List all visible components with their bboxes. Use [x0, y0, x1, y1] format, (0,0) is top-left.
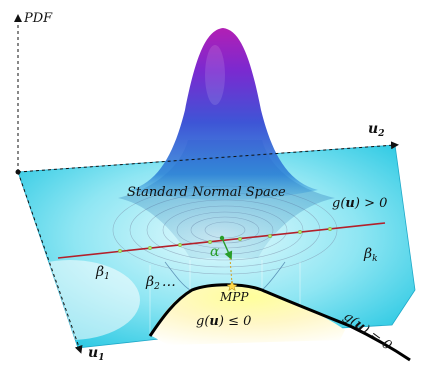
alpha-origin — [219, 235, 225, 241]
alpha-vector — [221, 237, 233, 260]
mpp-star — [226, 280, 238, 292]
beta-2-label: β2… — [145, 274, 176, 292]
origin-point — [15, 169, 21, 175]
u2-axis-label: u2 — [368, 121, 384, 139]
plane-glare — [18, 260, 140, 340]
failure-region — [150, 284, 345, 345]
beta-k-label: βk — [363, 246, 378, 264]
u1-axis-label: u1 — [88, 345, 104, 363]
mpp-label: MPP — [219, 290, 249, 304]
alpha-label: α — [210, 244, 220, 260]
projection-lines — [149, 260, 301, 335]
u1-axis — [17, 171, 83, 354]
bell-surface — [130, 28, 318, 200]
beta-1-label: β1 — [95, 264, 110, 282]
safe-region-label: g(u) > 0 — [332, 196, 387, 211]
u2-axis — [17, 141, 399, 173]
hyperplane-markers — [117, 226, 333, 254]
standard-normal-space-label: Standard Normal Space — [127, 185, 286, 200]
mpp-link — [229, 257, 233, 285]
failure-region-label: g(u) ≤ 0 — [196, 314, 251, 329]
bell-highlight — [205, 45, 225, 105]
bell-lower-right — [261, 261, 286, 291]
pdf-axis-label: PDF — [23, 11, 53, 26]
bell-lower-left — [164, 261, 191, 291]
limit-state-curve — [148, 283, 411, 362]
